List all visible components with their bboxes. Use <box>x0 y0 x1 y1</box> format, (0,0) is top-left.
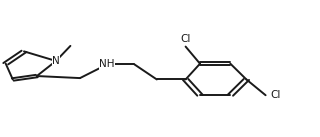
Text: N: N <box>52 56 60 66</box>
Text: Cl: Cl <box>180 34 191 44</box>
Text: Cl: Cl <box>270 90 281 100</box>
Text: NH: NH <box>100 59 115 69</box>
